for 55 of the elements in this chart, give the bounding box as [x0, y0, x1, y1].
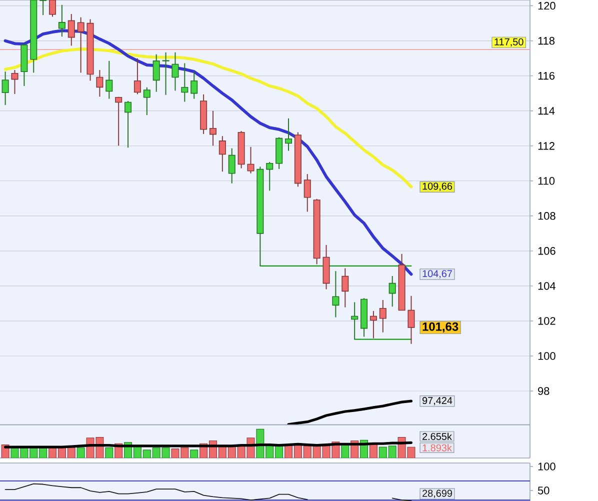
candlestick [172, 52, 179, 92]
candlestick [181, 62, 188, 102]
candlestick [388, 275, 396, 308]
line-series [287, 400, 413, 425]
candlestick [68, 14, 75, 46]
y-tick-label: 120 [538, 2, 556, 10]
y-tick-label: 98 [538, 387, 550, 395]
y-tick-label: 100 [538, 462, 556, 470]
text: 97,424 [422, 396, 452, 406]
candlestick [228, 148, 236, 184]
y-tick-label: 104 [538, 282, 556, 290]
y-tick-label: 112 [538, 142, 554, 150]
candlestick [96, 70, 104, 98]
y-tick-label: 114 [538, 107, 555, 115]
candlestick [218, 136, 226, 172]
y-tick-label: 100 [538, 352, 556, 360]
candlestick [115, 96, 122, 146]
text: 28,699 [422, 490, 452, 498]
ref-line-label: 117,50 [494, 38, 524, 47]
candlestick [351, 302, 358, 340]
candlestick [332, 270, 340, 318]
data-label: 2.655k [422, 432, 452, 440]
candlestick [134, 58, 141, 95]
y-tick-label: 110 [538, 177, 555, 185]
candlestick [266, 161, 274, 192]
candlestick [190, 71, 198, 100]
text: 101,63 [422, 322, 458, 333]
candlestick [106, 60, 113, 100]
data-label: 104,67 [422, 270, 452, 278]
candlestick [143, 86, 150, 116]
candlestick [408, 295, 415, 344]
candlestick [40, 0, 47, 16]
candlestick [124, 100, 132, 148]
y-tick-label: 50 [538, 486, 550, 494]
candlestick [152, 54, 160, 92]
candlestick [342, 268, 349, 308]
candlestick [48, 0, 56, 18]
candlestick [304, 174, 311, 212]
candlestick [162, 52, 170, 96]
y-tick-label: 108 [538, 212, 556, 220]
candlestick [2, 71, 9, 106]
candlestick [284, 118, 292, 152]
data-label: 109,66 [422, 182, 452, 191]
candlestick [11, 70, 18, 95]
candlestick [209, 110, 216, 146]
y-tick-label: 102 [538, 317, 556, 325]
candlestick [379, 299, 386, 333]
y-tick-label: 118 [538, 36, 555, 45]
y-tick-label: 116 [538, 72, 555, 80]
candlestick [370, 310, 377, 339]
candlestick [58, 4, 66, 38]
candlestick [77, 16, 84, 74]
text: 1.893k [422, 444, 452, 452]
y-tick-label: 106 [538, 247, 556, 255]
candlestick [247, 146, 254, 174]
